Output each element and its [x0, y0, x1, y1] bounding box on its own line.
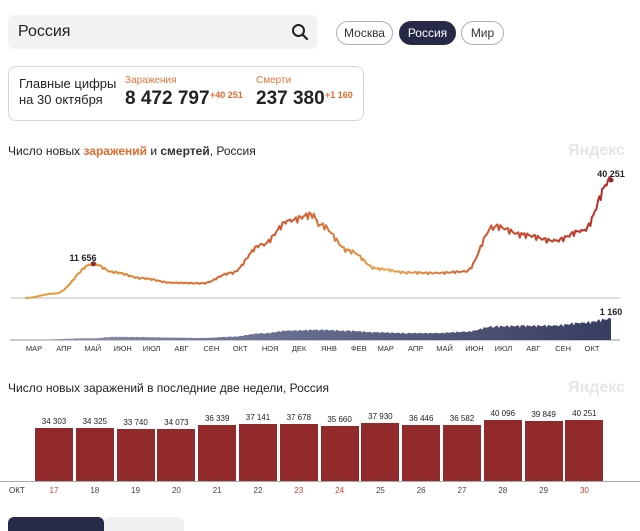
bar[interactable]: [443, 425, 481, 481]
month-label: СЕН: [555, 344, 572, 353]
month-label: СЕН: [203, 344, 220, 353]
bottom-tab[interactable]: [104, 517, 184, 531]
month-label: ФЕВ: [350, 344, 367, 353]
day-label: 26: [416, 486, 426, 495]
bar[interactable]: [35, 428, 73, 481]
last-point: [608, 177, 614, 183]
chart1-title-mid: и: [147, 144, 161, 158]
day-label: 24: [335, 486, 345, 495]
bar-value-label: 37 141: [245, 413, 271, 422]
month-label: ИЮН: [113, 344, 132, 353]
chart2-title: Число новых заражений в последние две не…: [8, 381, 329, 395]
bar-value-label: 37 678: [286, 413, 312, 422]
month-label: ДЕК: [291, 344, 307, 353]
bar-value-label: 34 325: [82, 417, 108, 426]
month-label: АПР: [56, 344, 72, 353]
deaths-area: [25, 317, 611, 340]
bar[interactable]: [279, 424, 318, 481]
peak-label: 11 656: [69, 253, 96, 263]
bar[interactable]: [524, 421, 563, 481]
search-box[interactable]: [8, 15, 317, 49]
chart1-title: Число новых заражений и смертей, Россия: [8, 144, 256, 158]
peak-point: [90, 261, 96, 267]
bar[interactable]: [75, 428, 114, 481]
deaths-delta: +1 160: [325, 90, 353, 100]
infections-total: 8 472 797: [125, 88, 210, 109]
month-label: МАЙ: [436, 344, 453, 353]
bar-value-label: 36 446: [408, 414, 434, 423]
bar-value-label: 39 849: [531, 410, 556, 419]
month-label: НОЯ: [261, 344, 279, 353]
bar-value-label: 34 303: [41, 417, 67, 426]
bar[interactable]: [116, 429, 155, 481]
day-label: 17: [49, 486, 59, 495]
day-label: 28: [498, 486, 508, 495]
month-label: ИЮЛ: [494, 344, 513, 353]
bar-value-label: 34 073: [164, 418, 189, 427]
bar[interactable]: [483, 420, 522, 481]
chart1-title-suffix: , Россия: [209, 144, 256, 158]
month-label: АВГ: [174, 344, 189, 353]
deaths-last-label: 1 160: [600, 307, 623, 317]
day-label: 20: [171, 486, 181, 495]
bar[interactable]: [402, 425, 441, 481]
month-label: АПР: [408, 344, 424, 353]
chart2-watermark: Яндекс: [568, 379, 625, 396]
last-label: 40 251: [597, 169, 625, 179]
chart1-title-infections: заражений: [83, 144, 147, 158]
day-label: 29: [539, 486, 549, 495]
stats-title: Главные цифры на 30 октября: [19, 76, 117, 107]
chart2-month-label: ОКТ: [9, 486, 25, 495]
bar[interactable]: [320, 426, 359, 481]
bar[interactable]: [198, 425, 237, 481]
stats-card: Главные цифры на 30 октября Заражения 8 …: [8, 66, 364, 121]
month-label: ЯНВ: [321, 344, 337, 353]
month-label: ОКТ: [584, 344, 600, 353]
month-label: МАР: [25, 344, 43, 353]
infections-label: Заражения: [125, 75, 177, 86]
chart1-title-deaths: смертей: [160, 144, 210, 158]
month-label: МАЙ: [84, 344, 102, 353]
bar-value-label: 33 740: [123, 418, 148, 427]
search-icon[interactable]: [291, 23, 309, 41]
bar[interactable]: [239, 424, 277, 481]
day-label: 18: [90, 486, 100, 495]
day-label: 21: [212, 486, 222, 495]
bar-value-label: 37 930: [368, 412, 393, 421]
month-label: АВГ: [526, 344, 541, 353]
region-tab-russia[interactable]: Россия: [399, 21, 456, 45]
day-label: 22: [253, 486, 263, 495]
bar-value-label: 36 582: [449, 414, 475, 423]
search-input[interactable]: [18, 21, 278, 43]
bar[interactable]: [157, 429, 196, 481]
chart1-title-prefix: Число новых: [8, 144, 84, 158]
month-label: ОКТ: [232, 344, 248, 353]
chart2-axis: [0, 481, 640, 482]
bottom-tab-active[interactable]: [8, 517, 104, 531]
bar-value-label: 35 660: [327, 415, 352, 424]
region-tab-moscow[interactable]: Москва: [336, 21, 393, 45]
day-label: 25: [375, 486, 385, 495]
infections-delta: +40 251: [210, 90, 243, 100]
deaths-label: Смерти: [256, 75, 292, 86]
month-label: МАР: [377, 344, 394, 353]
day-label: 27: [457, 486, 467, 495]
chart1-watermark: Яндекс: [568, 142, 625, 159]
bar[interactable]: [361, 423, 400, 481]
region-tab-world[interactable]: Мир: [461, 21, 504, 45]
day-label: 23: [294, 486, 304, 495]
deaths-total: 237 380: [256, 88, 325, 109]
month-label: ИЮЛ: [142, 344, 161, 353]
month-label: ИЮН: [465, 344, 484, 353]
bar[interactable]: [565, 420, 604, 481]
bar-value-label: 40 096: [490, 409, 516, 418]
cases-line: [25, 176, 612, 299]
bar-value-label: 40 251: [572, 409, 597, 418]
bar-value-label: 36 339: [204, 414, 230, 423]
day-label: 19: [131, 486, 141, 495]
day-label: 30: [579, 486, 589, 495]
